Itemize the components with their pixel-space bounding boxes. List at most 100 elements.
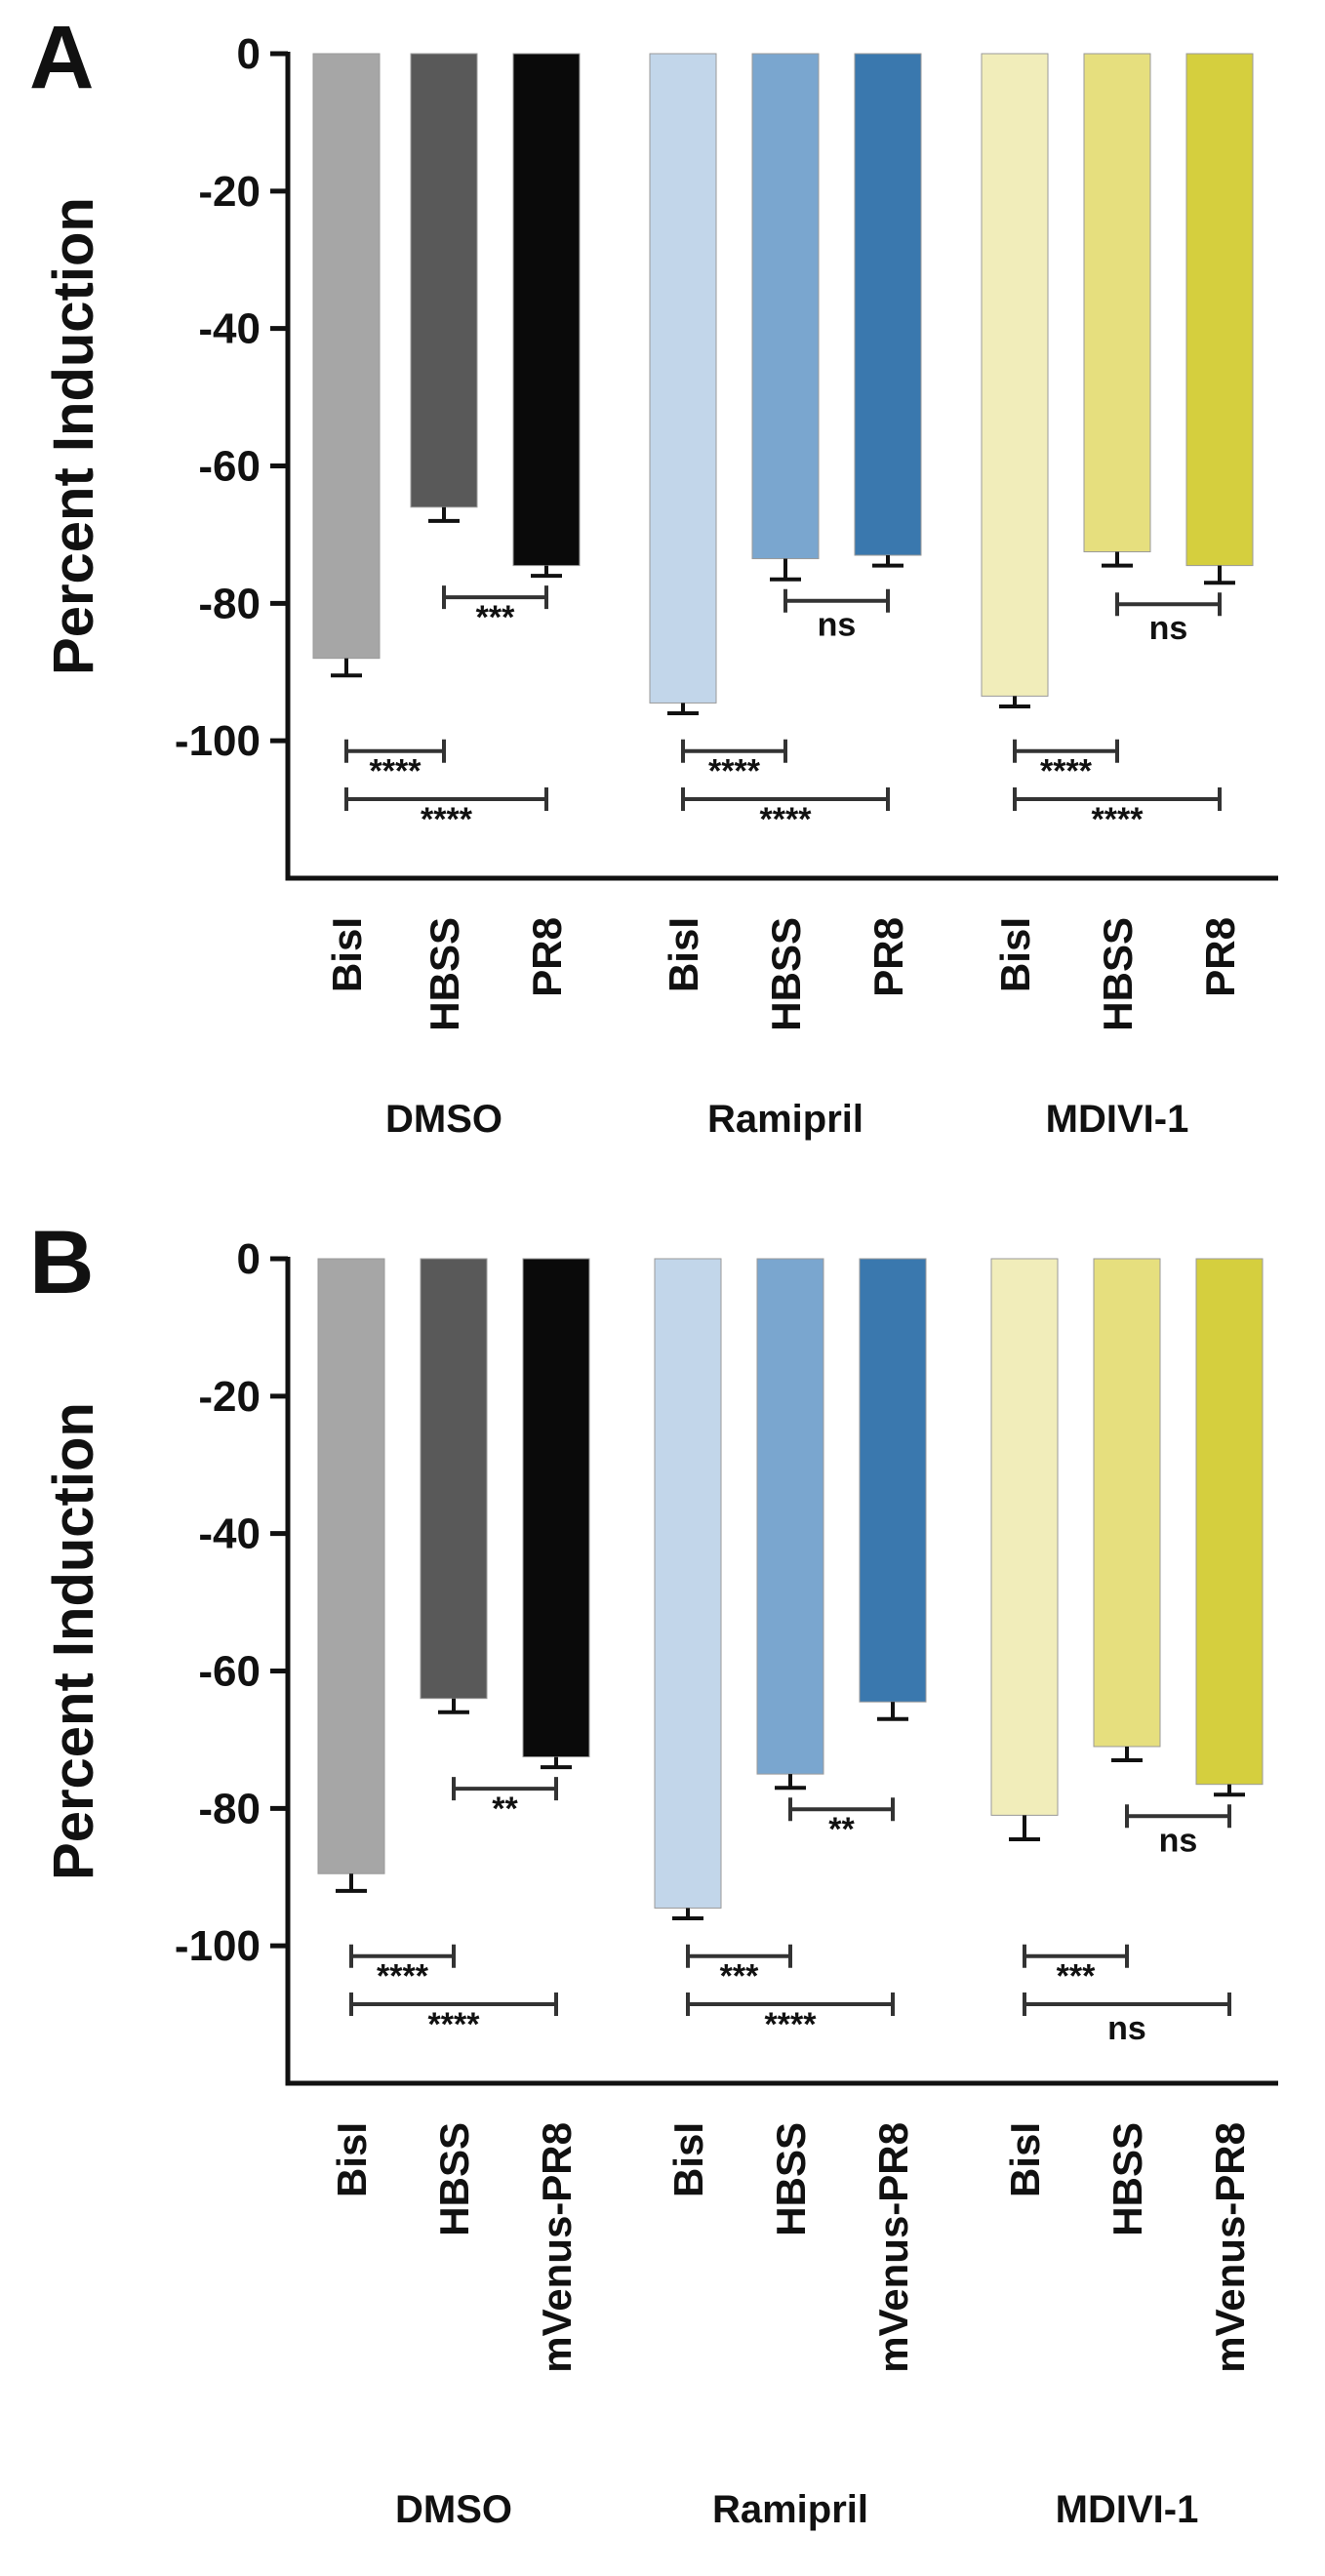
bracket-line	[788, 1797, 895, 1822]
bar	[1195, 1258, 1264, 1786]
significance-label: ns	[1159, 1822, 1198, 1859]
group-mdivi-1: BisI HBSS PR8 MDIVI-1 ns **** ****	[981, 53, 1254, 1141]
bar	[756, 1258, 824, 1775]
category-label: BisI	[329, 2122, 375, 2197]
significance-label: ****	[760, 801, 813, 838]
significance-bracket: ***	[686, 1944, 792, 1995]
significance-label: ****	[428, 2006, 481, 2043]
category-label: PR8	[524, 917, 570, 997]
category-label: HBSS	[1104, 2122, 1150, 2236]
group-label: MDIVI-1	[1046, 1098, 1189, 1141]
bracket-line	[686, 1992, 895, 2017]
significance-bracket: **	[788, 1797, 895, 1848]
y-axis-label: Percent Induction	[42, 1402, 105, 1880]
bar	[312, 53, 381, 660]
significance-bracket: ***	[442, 585, 548, 636]
bar	[990, 1258, 1059, 1816]
bar	[317, 1258, 385, 1874]
significance-bracket: ****	[1013, 739, 1119, 790]
category-label: HBSS	[768, 2122, 814, 2236]
category-label: mVenus-PR8	[870, 2122, 916, 2373]
y-tick-label: -100	[175, 717, 261, 765]
category-label: mVenus-PR8	[1207, 2122, 1253, 2373]
bracket-line	[452, 1777, 558, 1801]
bracket-line	[681, 739, 787, 763]
category-label: HBSS	[422, 917, 467, 1031]
significance-label: ns	[1107, 2010, 1146, 2047]
group-label: Ramipril	[707, 1098, 863, 1141]
bar	[1083, 53, 1151, 553]
significance-bracket: ns	[1115, 592, 1222, 647]
significance-bracket: ***	[1023, 1944, 1129, 1995]
category-label: BisI	[992, 917, 1038, 992]
category-label: HBSS	[1095, 917, 1141, 1031]
bracket-line	[1013, 739, 1119, 763]
group-ramipril: BisI HBSS PR8 Ramipril ns **** ****	[649, 53, 922, 1141]
y-tick-label: -60	[198, 1648, 261, 1696]
significance-bracket: ****	[1013, 787, 1222, 838]
bracket-line	[349, 1992, 558, 2017]
significance-label: ****	[370, 753, 422, 790]
significance-label: **	[492, 1791, 518, 1828]
bar	[1093, 1258, 1161, 1748]
significance-bracket: ****	[349, 1992, 558, 2043]
group-label: Ramipril	[712, 2488, 868, 2531]
significance-bracket: ****	[681, 739, 787, 790]
y-tick-label: 0	[237, 30, 261, 78]
category-label: HBSS	[763, 917, 809, 1031]
significance-label: ****	[765, 2006, 818, 2043]
bar	[420, 1258, 488, 1700]
significance-label: **	[828, 1811, 855, 1848]
significance-label: ***	[1057, 1958, 1096, 1995]
bracket-line	[686, 1944, 792, 1968]
bar	[522, 1258, 590, 1758]
bracket-line	[1023, 1992, 1231, 2017]
significance-label: ***	[476, 599, 515, 636]
bracket-line	[783, 588, 890, 613]
category-label: mVenus-PR8	[534, 2122, 580, 2373]
y-tick-label: -20	[198, 168, 261, 216]
bracket-line	[344, 739, 446, 763]
bar	[1185, 53, 1254, 567]
bracket-line	[344, 787, 548, 812]
bracket-line	[1125, 1804, 1231, 1829]
significance-label: ****	[377, 1958, 429, 1995]
significance-bracket: **	[452, 1777, 558, 1828]
significance-label: ns	[818, 607, 857, 644]
significance-label: ****	[1092, 801, 1144, 838]
bar	[981, 53, 1049, 697]
significance-bracket: ****	[681, 787, 890, 838]
y-tick-label: -40	[198, 1510, 261, 1558]
panel-b: B Percent Induction BisI HBSS mVenus-PR8 DMSO…	[29, 1213, 1278, 2531]
significance-label: ****	[421, 801, 473, 838]
bracket-line	[349, 1944, 456, 1968]
category-label: BisI	[324, 917, 370, 992]
group-label: MDIVI-1	[1056, 2488, 1199, 2531]
bar	[751, 53, 820, 560]
significance-bracket: ns	[1023, 1992, 1231, 2047]
bar	[410, 53, 478, 508]
significance-label: ****	[1040, 753, 1093, 790]
y-tick-label: -80	[198, 580, 261, 627]
panel-letter: A	[29, 8, 94, 107]
bracket-line	[1013, 787, 1222, 812]
category-label: BisI	[1002, 2122, 1048, 2197]
bar	[854, 53, 922, 556]
y-tick-label: -20	[198, 1373, 261, 1421]
y-tick-label: -40	[198, 305, 261, 353]
category-label: PR8	[865, 917, 911, 997]
significance-label: ****	[708, 753, 761, 790]
bar	[859, 1258, 927, 1703]
significance-bracket: ****	[686, 1992, 895, 2043]
group-label: DMSO	[395, 2488, 512, 2531]
bracket-line	[681, 787, 890, 812]
group-label: DMSO	[385, 1098, 502, 1141]
y-tick-label: -100	[175, 1922, 261, 1970]
bar	[649, 53, 717, 704]
category-label: BisI	[661, 917, 706, 992]
significance-label: ns	[1149, 610, 1188, 647]
significance-label: ***	[720, 1958, 759, 1995]
